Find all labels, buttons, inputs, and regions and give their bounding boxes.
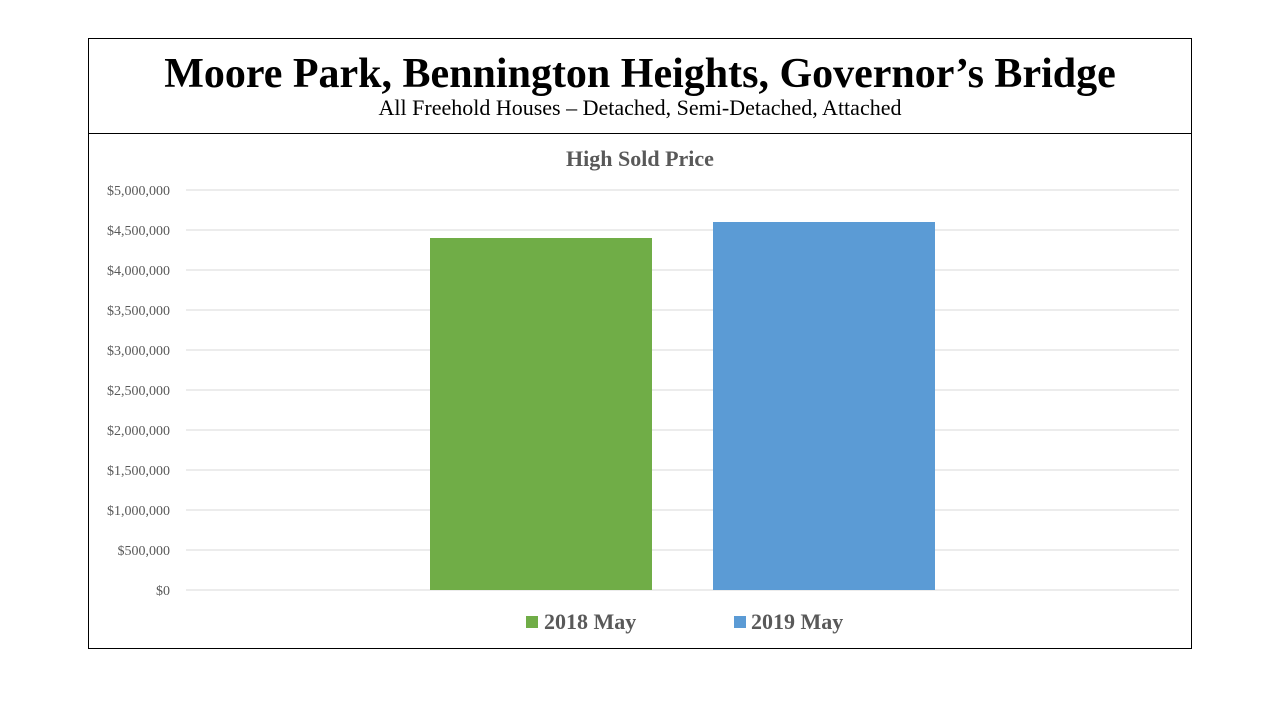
legend-swatch <box>734 616 746 628</box>
page-subtitle: All Freehold Houses – Detached, Semi-Det… <box>378 95 902 120</box>
y-tick-label: $3,000,000 <box>107 344 170 359</box>
header-box: Moore Park, Bennington Heights, Governor… <box>88 38 1192 134</box>
bar-2019-may <box>713 222 935 590</box>
y-tick-label: $500,000 <box>118 544 171 559</box>
y-tick-label: $4,000,000 <box>107 264 170 279</box>
page-title: Moore Park, Bennington Heights, Governor… <box>164 51 1116 97</box>
y-tick-label: $0 <box>156 584 170 599</box>
y-tick-label: $2,000,000 <box>107 424 170 439</box>
chart-panel: High Sold Price $0 $500,000 $1,000,000 $1,50… <box>88 133 1192 649</box>
legend-label: 2019 May <box>751 609 843 634</box>
y-tick-label: $5,000,000 <box>107 184 170 199</box>
y-tick-label: $2,500,000 <box>107 384 170 399</box>
y-tick-label: $1,000,000 <box>107 504 170 519</box>
y-tick-label: $3,500,000 <box>107 304 170 319</box>
legend-label: 2018 May <box>544 609 636 634</box>
bar-2018-may <box>430 238 652 590</box>
legend-swatch <box>526 616 538 628</box>
chart-title: High Sold Price <box>566 146 714 171</box>
y-tick-label: $4,500,000 <box>107 224 170 239</box>
y-tick-label: $1,500,000 <box>107 464 170 479</box>
bar-chart: High Sold Price $0 $500,000 $1,000,000 $1,50… <box>107 146 1179 634</box>
